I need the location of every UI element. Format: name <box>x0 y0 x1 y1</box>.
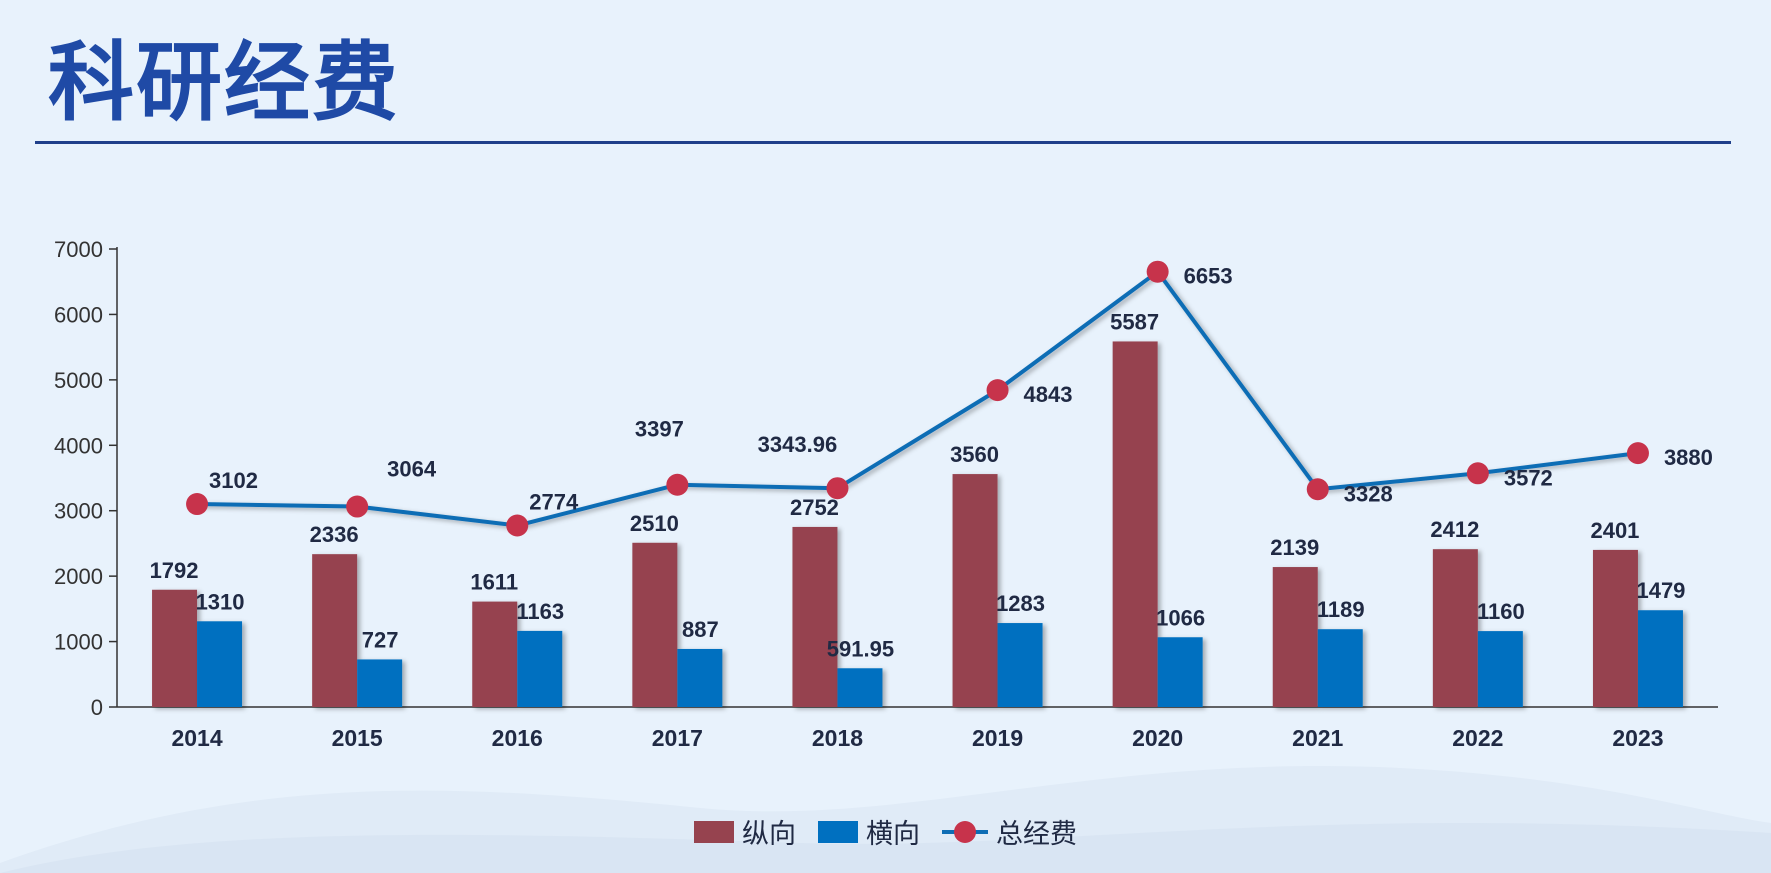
data-label-horizontal: 887 <box>682 617 719 642</box>
marker-total <box>346 495 369 518</box>
marker-total <box>1306 478 1329 501</box>
y-tick-label: 4000 <box>54 433 103 458</box>
data-label-total: 2774 <box>529 490 579 515</box>
data-label-total: 6653 <box>1184 264 1233 289</box>
bar-horizontal <box>1637 610 1683 707</box>
data-label-total: 3328 <box>1344 481 1393 506</box>
funding-chart: 0 1000 2000 3000 4000 5000 6000 7000 2014 2015 201… <box>54 237 1718 751</box>
x-tick-label: 2014 <box>171 725 222 751</box>
y-tick-label: 2000 <box>54 564 103 589</box>
marker-total <box>1626 442 1649 465</box>
data-label-horizontal: 727 <box>362 627 399 652</box>
bar-vertical <box>312 554 358 707</box>
x-tick-label: 2018 <box>812 725 863 751</box>
data-label-vertical: 2139 <box>1270 535 1319 560</box>
legend-swatch-horizontal <box>818 820 858 843</box>
bar-vertical <box>472 601 518 707</box>
x-tick-label: 2017 <box>652 725 703 751</box>
data-label-horizontal: 591.95 <box>827 636 894 661</box>
y-tick-label: 0 <box>91 695 103 720</box>
y-tick-label: 3000 <box>54 499 103 524</box>
y-tick-label: 5000 <box>54 368 103 393</box>
legend-label-horizontal: 横向 <box>866 819 920 850</box>
data-label-total: 3397 <box>635 417 684 442</box>
bar-vertical <box>1112 341 1158 707</box>
background-hills <box>0 766 1771 873</box>
legend-label-total: 总经费 <box>996 819 1077 850</box>
data-label-horizontal: 1310 <box>196 589 245 614</box>
data-label-total: 3572 <box>1504 465 1553 490</box>
marker-total <box>1466 462 1489 485</box>
data-label-total: 3064 <box>387 457 437 482</box>
data-label-vertical: 5587 <box>1110 309 1159 334</box>
data-label-total: 3102 <box>209 468 258 493</box>
bar-horizontal <box>1477 631 1523 707</box>
data-label-vertical: 1792 <box>150 558 199 583</box>
marker-total <box>666 473 689 496</box>
data-label-vertical: 2510 <box>630 511 679 536</box>
data-label-vertical: 3560 <box>950 442 999 467</box>
marker-total <box>826 477 849 500</box>
series-line-total <box>197 269 1639 528</box>
x-tick-label: 2019 <box>972 725 1023 751</box>
bar-horizontal <box>997 623 1043 707</box>
x-tick-label: 2023 <box>1612 725 1663 751</box>
y-tick-label: 1000 <box>54 630 103 655</box>
bar-horizontal <box>197 621 243 707</box>
bar-horizontal <box>837 668 883 707</box>
data-label-vertical: 2412 <box>1430 517 1479 542</box>
bar-vertical <box>1592 549 1638 707</box>
legend-label-vertical: 纵向 <box>742 819 796 850</box>
legend-item-vertical: 纵向 <box>694 812 796 851</box>
bar-horizontal <box>1317 629 1363 707</box>
data-label-vertical: 1611 <box>470 570 518 595</box>
bar-horizontal <box>1157 637 1203 707</box>
bar-horizontal <box>677 648 723 707</box>
data-label-total: 3343.96 <box>758 432 838 457</box>
x-tick-label: 2016 <box>492 725 543 751</box>
bar-vertical <box>952 474 998 707</box>
data-label-total: 3880 <box>1664 445 1713 470</box>
bar-horizontal <box>357 659 403 707</box>
legend-swatch-total <box>942 820 988 843</box>
x-tick-label: 2022 <box>1452 725 1503 751</box>
x-tick-label: 2021 <box>1292 725 1343 751</box>
data-label-horizontal: 1160 <box>1477 599 1525 624</box>
marker-total <box>986 379 1009 402</box>
y-tick-label: 7000 <box>54 237 103 262</box>
data-label-vertical: 2336 <box>310 522 359 547</box>
bar-vertical <box>1432 549 1478 707</box>
legend-item-total: 总经费 <box>942 812 1077 851</box>
marker-total <box>506 514 529 537</box>
x-tick-label: 2015 <box>332 725 383 751</box>
data-label-total: 4843 <box>1024 382 1073 407</box>
legend-item-horizontal: 横向 <box>818 812 920 851</box>
legend-swatch-vertical <box>694 820 734 843</box>
bar-vertical <box>792 526 838 707</box>
page-title: 科研经费 <box>48 33 400 133</box>
x-tick-label: 2020 <box>1132 725 1183 751</box>
title-divider <box>35 141 1731 144</box>
data-label-horizontal: 1066 <box>1156 605 1205 630</box>
bar-vertical <box>1272 567 1318 707</box>
marker-total <box>1146 260 1169 283</box>
marker-total <box>186 493 209 516</box>
data-label-vertical: 2752 <box>790 495 839 520</box>
data-label-horizontal: 1163 <box>516 599 564 624</box>
bar-vertical <box>632 542 678 707</box>
data-label-vertical: 2401 <box>1590 518 1639 543</box>
bar-horizontal <box>517 630 563 707</box>
data-label-horizontal: 1189 <box>1317 597 1365 622</box>
chart-legend: 纵向 横向 总经费 <box>0 812 1771 851</box>
data-label-horizontal: 1479 <box>1636 578 1685 603</box>
y-tick-label: 6000 <box>54 302 103 327</box>
bar-vertical <box>152 589 198 707</box>
data-label-horizontal: 1283 <box>996 591 1045 616</box>
